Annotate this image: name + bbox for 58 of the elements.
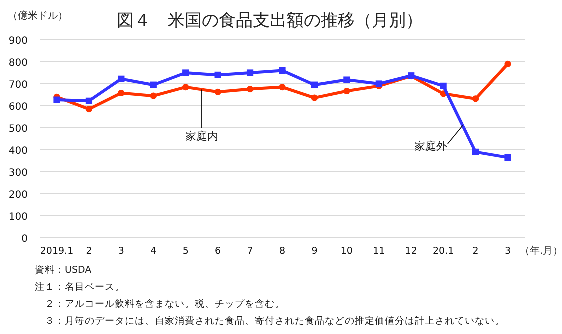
x-tick-label: 8	[279, 246, 286, 257]
chart-title: 図４ 米国の食品支出額の推移（月別）	[117, 11, 423, 31]
point	[118, 90, 125, 97]
point	[472, 148, 480, 156]
y-tick-label: 400	[8, 146, 28, 157]
y-tick-label: 600	[8, 102, 28, 113]
point	[54, 96, 60, 104]
point	[214, 88, 222, 96]
point	[311, 82, 318, 88]
point	[472, 96, 480, 102]
point	[150, 92, 157, 100]
x-tick-label: 5	[182, 246, 189, 257]
point	[279, 68, 286, 74]
y-tick-label: 800	[8, 58, 28, 69]
x-tick-label: 4	[150, 246, 157, 257]
x-tick-label: 3	[118, 246, 124, 257]
x-tick-label: 2	[472, 246, 479, 257]
point	[504, 60, 512, 68]
x-tick-label: 7	[247, 246, 254, 257]
y-tick-label: 700	[8, 80, 28, 91]
y-tick-label: 500	[8, 124, 28, 135]
text: ２：アルコール飲料を含まない。税、チップを含む。	[35, 298, 285, 310]
x-tick-label: 11	[373, 246, 386, 257]
point	[86, 98, 93, 104]
x-axis-title: （年.月）	[520, 245, 562, 257]
x-tick-label: 2	[86, 246, 92, 257]
point	[118, 76, 125, 82]
x-tick-label: 9	[312, 246, 318, 257]
x-tick-label: 12	[405, 246, 418, 257]
y-tick-label: 100	[8, 212, 28, 223]
point	[246, 86, 254, 93]
y-tick-label: 900	[8, 36, 28, 47]
x-tick-label: 10	[340, 246, 353, 257]
y-tick-label: 0	[22, 234, 28, 245]
y-axis-title: （億米ドル）	[8, 10, 68, 22]
x-tick-label: 20.1	[432, 246, 454, 257]
series-label: 家庭外	[414, 140, 448, 153]
point	[344, 88, 350, 95]
point	[214, 72, 222, 78]
y-tick-label: 200	[8, 190, 28, 201]
point	[311, 94, 318, 102]
point	[150, 82, 157, 88]
text: 注１：名目ベース。	[35, 281, 125, 293]
x-tick-label: 2019.1	[40, 246, 74, 257]
point	[504, 154, 512, 161]
point	[182, 70, 190, 76]
point	[279, 84, 286, 91]
x-tick-label: 6	[215, 246, 222, 257]
text: 資料：USDA	[35, 264, 92, 276]
y-tick-label: 300	[8, 168, 28, 179]
point	[86, 106, 93, 113]
point	[440, 82, 447, 90]
x-tick-label: 3	[504, 246, 512, 257]
point	[344, 76, 350, 84]
text: 家庭内	[185, 130, 218, 143]
point	[246, 70, 254, 76]
text: ３：月毎のデータには、自家消費された食品、寄付された食品などの推定価値分は計上されていない。	[35, 315, 505, 327]
point	[182, 84, 190, 91]
